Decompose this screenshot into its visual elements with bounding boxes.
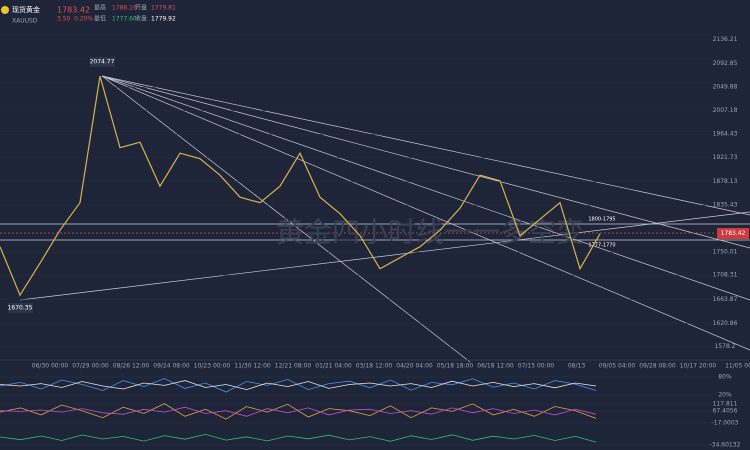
indicator-line: [0, 380, 597, 391]
close: 1779.92: [151, 16, 176, 23]
price: 1783.42: [57, 6, 90, 15]
annotation: 1777-1770: [588, 243, 615, 249]
annotation-box: [90, 57, 115, 67]
panel-tick-label: 20%: [718, 392, 732, 399]
y-tick-label: 2136.21: [713, 36, 738, 43]
annotation: 1670.35: [8, 305, 33, 312]
panel-tick-label: -17.0003: [712, 419, 739, 426]
open: 1779.81: [151, 5, 176, 12]
annotation: 1800-1795: [588, 217, 615, 223]
annotation: 2074.77: [90, 59, 115, 66]
y-tick-label: 1663.87: [713, 296, 738, 303]
price-line: [0, 75, 601, 297]
high: 1786.16: [112, 5, 137, 12]
panel-tick-label: 67.4056: [713, 408, 738, 415]
y-tick-label: 2092.85: [713, 60, 738, 67]
low-label: 最低: [94, 15, 106, 23]
x-tick-label: 09/28 08:00: [639, 363, 676, 370]
x-tick-label: 09/24 08:00: [153, 363, 190, 370]
x-tick-label: 07/29 00:00: [72, 363, 109, 370]
y-tick-label: 1708.31: [713, 272, 738, 279]
close-label: 收盘: [135, 15, 147, 23]
change: 3.50: [57, 16, 71, 23]
price-tag-label: 1783.42: [721, 230, 746, 237]
panel-tick-label: -34.60132: [710, 442, 741, 449]
annotation-box: [8, 303, 33, 313]
x-tick-label: 11/30 12:00: [234, 363, 271, 370]
x-tick-label: 06/30 00:00: [32, 363, 69, 370]
y-tick-label: 2049.88: [713, 84, 738, 91]
x-tick-label: 08/13: [568, 363, 585, 370]
x-tick-label: 10/23 00:00: [194, 363, 231, 370]
x-tick-label: 06/18 12:00: [477, 363, 514, 370]
y-tick-label: 1878.13: [713, 178, 738, 185]
open-label: 开盘: [135, 4, 147, 12]
x-tick-label: 05/18 18:00: [437, 363, 474, 370]
watermark: 黄金四小时线一一多空变: [276, 216, 584, 249]
y-tick-label: 1578.2: [715, 343, 736, 350]
x-tick-label: 09/05 04:00: [599, 363, 636, 370]
indicator-line: [0, 433, 597, 443]
y-tick-label: 2007.18: [713, 107, 738, 114]
indicator-line: [0, 378, 597, 393]
panel-tick-label: 117.811: [713, 400, 738, 407]
y-tick-label: 1964.43: [713, 131, 738, 138]
symbol: XAUUSD: [12, 18, 38, 25]
price-tag: [717, 228, 749, 239]
y-tick-label: 1835.43: [713, 202, 738, 209]
panel-tick-label: 80%: [718, 374, 732, 381]
y-tick-label: 1750.01: [713, 249, 738, 256]
x-tick-label: 12/21 08:00: [275, 363, 312, 370]
x-tick-label: 04/20 04:00: [396, 363, 433, 370]
x-tick-label: 07/15 00:00: [518, 363, 555, 370]
low: 1777.60: [112, 16, 137, 23]
x-tick-label: 10/17 20:00: [680, 363, 717, 370]
y-tick-label: 1921.73: [713, 154, 738, 161]
indicator-line: [0, 406, 597, 417]
gold-icon: [1, 6, 9, 14]
x-tick-label: 03/18 12:00: [356, 363, 393, 370]
x-tick-label: 08/26 12:00: [113, 363, 150, 370]
x-tick-label: 11/05 00: [725, 363, 750, 370]
change-pct: 0.20%: [74, 16, 93, 23]
y-tick-label: 1620.86: [713, 320, 738, 327]
name: 现货黄金: [12, 5, 40, 14]
high-label: 最高: [94, 4, 106, 12]
x-tick-label: 01/21 04:00: [315, 363, 352, 370]
